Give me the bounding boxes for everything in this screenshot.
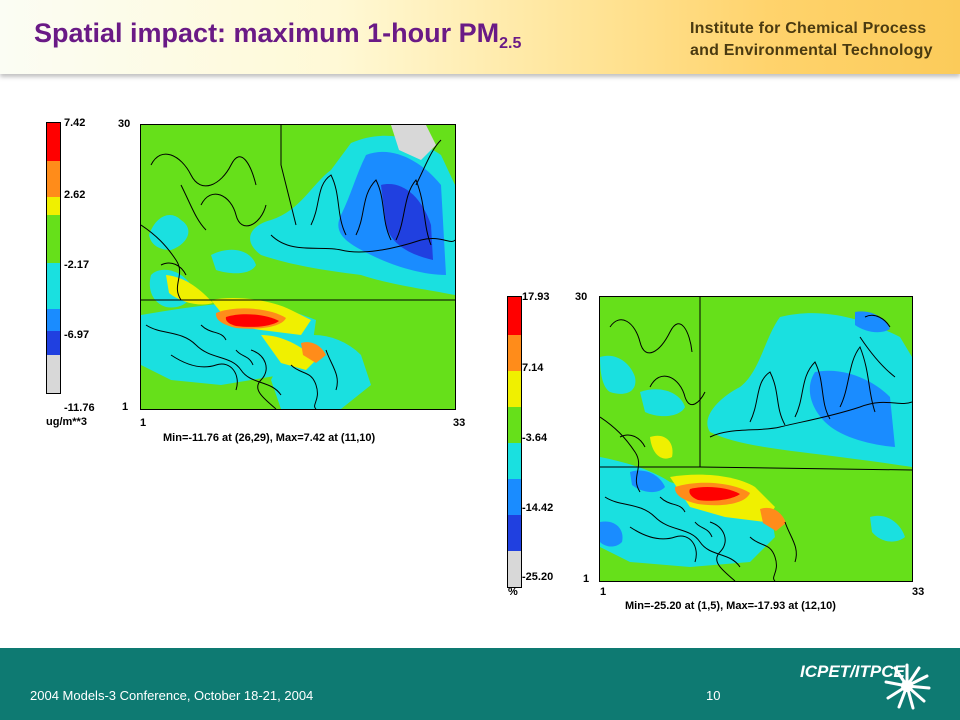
- concentration-map-1: [140, 124, 456, 410]
- colorbar-2-segment: [508, 515, 521, 551]
- colorbar-1-tick: -6.97: [64, 329, 90, 341]
- institute-name: Institute for Chemical Process and Envir…: [690, 18, 933, 62]
- slide-title-subscript: 2.5: [499, 35, 522, 52]
- footer-conference-text: 2004 Models-3 Conference, October 18-21,…: [30, 688, 314, 703]
- colorbar-1-segment: [47, 123, 60, 161]
- sunburst-logo-icon: [884, 663, 931, 710]
- colorbar-2-segment: [508, 297, 521, 335]
- colorbar-2-segment: [508, 407, 521, 443]
- map-2-graphic: [600, 297, 912, 581]
- colorbar-2-tick: 7.14: [522, 362, 544, 374]
- colorbar-2-tick: -14.42: [522, 502, 554, 514]
- colorbar-2-units: %: [508, 586, 518, 598]
- colorbar-2: [507, 296, 522, 588]
- colorbar-2-segment: [508, 371, 521, 407]
- colorbar-2-tick: -3.64: [522, 432, 548, 444]
- colorbar-2-segment: [508, 479, 521, 515]
- colorbar-1-segment: [47, 197, 60, 215]
- colorbar-1: [46, 122, 61, 394]
- colorbar-1-tick: -11.76: [64, 402, 95, 414]
- map-1-x-right: 33: [453, 417, 466, 429]
- map-1-y-bottom: 1: [122, 401, 129, 413]
- colorbar-2-segment: [508, 551, 521, 587]
- colorbar-1-tick: -2.17: [64, 259, 90, 271]
- colorbar-2-tick: -25.20: [522, 571, 554, 583]
- colorbar-1-units: ug/m**3: [46, 416, 87, 428]
- concentration-map-2: [599, 296, 913, 582]
- map-2-y-top: 30: [575, 291, 588, 303]
- map-2-x-right: 33: [912, 586, 925, 598]
- colorbar-1-segment: [47, 309, 60, 331]
- slide-title-main: Spatial impact: maximum 1-hour PM: [34, 18, 500, 48]
- institute-name-line2: and Environmental Technology: [690, 42, 933, 59]
- colorbar-1-segment: [47, 215, 60, 263]
- slide-title: Spatial impact: maximum 1-hour PM2.5: [34, 18, 521, 53]
- map-1-caption: Min=-11.76 at (26,29), Max=7.42 at (11,1…: [163, 432, 376, 444]
- slide-header: Spatial impact: maximum 1-hour PM2.5 Ins…: [0, 0, 960, 74]
- map-1-x-left: 1: [140, 417, 147, 429]
- map-2-caption: Min=-25.20 at (1,5), Max=-17.93 at (12,1…: [625, 600, 836, 612]
- map-1-y-top: 30: [118, 118, 131, 130]
- logo-text: ICPET/ITPCE: [800, 662, 905, 681]
- colorbar-1-tick: 2.62: [64, 189, 86, 201]
- slide-footer: [0, 648, 960, 720]
- colorbar-2-tick: 17.93: [522, 291, 550, 303]
- colorbar-1-segment: [47, 331, 60, 355]
- colorbar-1-tick: 7.42: [64, 117, 86, 129]
- colorbar-2-segment: [508, 443, 521, 479]
- colorbar-1-segment: [47, 161, 60, 197]
- colorbar-1-segment: [47, 263, 60, 309]
- colorbar-2-segment: [508, 335, 521, 371]
- map-1-graphic: [141, 125, 455, 409]
- page-number: 10: [706, 688, 721, 703]
- map-2-x-left: 1: [600, 586, 607, 598]
- colorbar-1-segment: [47, 355, 60, 393]
- map-2-y-bottom: 1: [583, 573, 590, 585]
- institute-name-line1: Institute for Chemical Process: [690, 20, 927, 37]
